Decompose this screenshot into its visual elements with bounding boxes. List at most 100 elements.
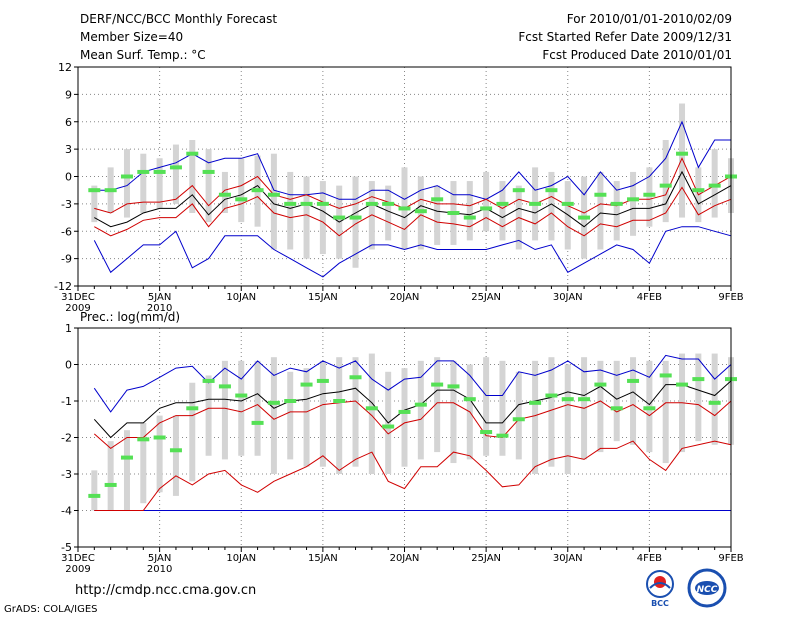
- temp-ytick-label: 9: [65, 88, 72, 101]
- grads-credit: GrADS: COLA/IGES: [4, 604, 98, 615]
- prec-median-marker: [627, 378, 640, 383]
- temp-median-marker: [382, 201, 395, 206]
- temp-sd-lower-line: [94, 186, 732, 237]
- temp-ytick-label: 12: [58, 61, 72, 74]
- temp-box: [466, 181, 473, 241]
- temp-mean-line: [94, 170, 732, 228]
- temp-xtick-label: 31DEC: [61, 292, 95, 303]
- temp-xtick-label: 5JAN: [148, 292, 171, 303]
- temp-median-marker: [594, 192, 607, 197]
- temp-median-marker: [447, 211, 460, 215]
- temp-xtick-label: 9FEB: [718, 292, 743, 303]
- prec-box: [91, 470, 98, 511]
- prec-box: [254, 360, 261, 456]
- temp-xtick-label: 4FEB: [637, 292, 662, 303]
- temp-box: [499, 181, 506, 241]
- svg-text:NCC: NCC: [697, 585, 718, 595]
- prec-box: [368, 353, 375, 474]
- temp-median-marker: [267, 192, 280, 197]
- prec-xtick-label: 10JAN: [226, 553, 256, 564]
- temp-median-marker: [692, 188, 705, 193]
- temp-box: [434, 185, 441, 245]
- temp-median-marker: [643, 192, 656, 197]
- prec-box: [336, 357, 343, 474]
- temp-box: [613, 181, 620, 241]
- temp-xtick-year-label: 2010: [147, 303, 172, 314]
- prec-median-marker: [316, 378, 329, 383]
- temp-box: [238, 158, 245, 223]
- prec-median-marker: [463, 397, 476, 402]
- prec-median-marker: [414, 402, 427, 407]
- temp-median-marker: [414, 209, 427, 214]
- prec-box: [434, 357, 441, 453]
- prec-box: [287, 371, 294, 460]
- temp-xtick-label: 20JAN: [390, 292, 420, 303]
- prec-box: [515, 371, 522, 460]
- prec-ytick-label: -3: [61, 468, 72, 481]
- temp-ytick-label: -12: [54, 280, 72, 293]
- prec-box: [270, 357, 277, 474]
- prec-box: [172, 415, 179, 496]
- prec-xtick-label: 5JAN: [148, 553, 171, 564]
- temp-box: [711, 149, 718, 218]
- prec-box: [303, 368, 310, 467]
- prec-median-marker: [365, 406, 378, 411]
- prec-median-marker: [708, 400, 721, 405]
- prec-median-marker: [578, 397, 591, 402]
- temp-box: [205, 149, 212, 223]
- temp-median-marker: [545, 188, 558, 193]
- temp-median-marker: [316, 201, 329, 206]
- temp-box: [630, 171, 637, 236]
- prec-box: [564, 364, 571, 474]
- prec-max-line: [93, 354, 732, 413]
- temp-median-marker: [300, 201, 313, 206]
- temp-xtick-year-label: 2009: [65, 303, 90, 314]
- prec-median-marker: [300, 382, 313, 387]
- prec-median-marker: [676, 382, 689, 387]
- temp-box: [172, 144, 179, 204]
- prec-median-marker: [137, 437, 150, 442]
- temp-xtick-label: 10JAN: [226, 292, 256, 303]
- ncc-logo: NCC: [687, 568, 727, 608]
- temp-box: [123, 149, 130, 218]
- temp-box: [679, 103, 686, 218]
- temp-median-marker: [496, 201, 509, 206]
- prec-ytick-label: -5: [61, 541, 72, 554]
- temp-median-marker: [202, 169, 215, 174]
- prec-median-marker: [284, 399, 297, 403]
- prec-box: [695, 353, 702, 442]
- temp-median-marker: [512, 188, 525, 193]
- temp-box: [156, 158, 163, 209]
- temp-xtick-label: 25JAN: [471, 292, 501, 303]
- prec-ytick-label: -1: [61, 395, 72, 408]
- prec-median-marker: [169, 448, 182, 453]
- temp-median-marker: [610, 201, 623, 206]
- prec-box: [597, 360, 604, 453]
- temp-ytick-label: -6: [61, 225, 72, 238]
- temp-median-marker: [708, 183, 721, 188]
- temp-ytick-label: 6: [65, 116, 72, 129]
- temp-median-marker: [676, 151, 689, 156]
- prec-median-marker: [447, 384, 460, 389]
- source-url[interactable]: http://cmdp.ncc.cma.gov.cn: [75, 583, 257, 598]
- prec-xtick-label: 25JAN: [471, 553, 501, 564]
- prec-median-marker: [235, 393, 248, 398]
- prec-median-marker: [480, 430, 493, 435]
- temp-ytick-label: -9: [61, 253, 72, 266]
- prec-median-marker: [610, 406, 623, 411]
- prec-xtick-label: 15JAN: [308, 553, 338, 564]
- temp-median-marker: [218, 192, 231, 197]
- prec-xtick-label: 4FEB: [637, 553, 662, 564]
- prec-median-marker: [218, 384, 231, 389]
- temp-xtick-label: 30JAN: [553, 292, 583, 303]
- temp-box: [140, 153, 147, 213]
- temp-ytick-label: 0: [65, 171, 72, 184]
- prec-ytick-label: 1: [65, 322, 72, 335]
- prec-box: [123, 430, 130, 511]
- temp-box: [483, 171, 490, 232]
- svg-text:BCC: BCC: [651, 599, 669, 608]
- prec-xtick-year-label: 2009: [65, 564, 90, 575]
- temp-ytick-label: -3: [61, 198, 72, 211]
